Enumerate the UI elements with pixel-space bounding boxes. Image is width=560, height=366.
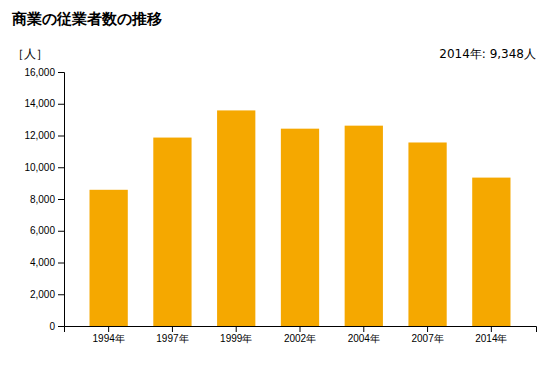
y-tick-mark <box>58 136 64 137</box>
chart-svg: 0 2,000 4,000 6,000 8,000 10,000 12,000 14,000 1… <box>0 0 560 366</box>
bar <box>90 190 128 326</box>
y-axis-line <box>58 73 65 327</box>
bar <box>217 110 255 326</box>
y-axis: 0 2,000 4,000 6,000 8,000 10,000 12,000 14,000 1… <box>24 67 64 332</box>
y-tick: 4,000 <box>30 257 64 268</box>
x-tick-mark <box>300 326 301 332</box>
y-tick: 14,000 <box>24 98 64 109</box>
bar <box>281 129 319 326</box>
y-tick-mark <box>58 72 64 73</box>
y-tick: 16,000 <box>24 67 64 78</box>
x-tick-mark <box>108 326 109 332</box>
title: 商業の従業者数の推移 <box>11 10 162 28</box>
y-tick: 6,000 <box>30 225 64 236</box>
bars <box>90 110 511 326</box>
y-tick-mark <box>58 199 64 200</box>
y-tick-mark <box>58 326 64 327</box>
x-tick: 1999年 <box>220 326 252 344</box>
x-tick: 2004年 <box>348 326 380 344</box>
x-tick-mark <box>236 326 237 332</box>
y-tick-label: 4,000 <box>30 257 55 268</box>
y-tick-label: 12,000 <box>24 130 55 141</box>
y-tick: 0 <box>49 321 64 332</box>
x-tick-label: 1999年 <box>220 333 252 344</box>
x-tick: 2002年 <box>284 326 316 344</box>
x-axis-line <box>65 327 537 333</box>
x-tick-label: 1997年 <box>156 333 188 344</box>
x-tick-label: 2007年 <box>411 333 443 344</box>
y-tick-mark <box>58 104 64 105</box>
y-tick-mark <box>58 167 64 168</box>
x-tick-mark <box>427 326 428 332</box>
x-tick-mark <box>363 326 364 332</box>
bar <box>408 142 446 326</box>
y-tick-label: 14,000 <box>24 98 55 109</box>
x-tick-label: 1994年 <box>93 333 125 344</box>
x-tick-mark <box>491 326 492 332</box>
y-tick-mark <box>58 294 64 295</box>
y-axis-label: ［人］ <box>12 47 48 61</box>
y-tick-label: 2,000 <box>30 289 55 300</box>
x-tick: 1994年 <box>93 326 125 344</box>
x-tick-label: 2002年 <box>284 333 316 344</box>
y-tick: 8,000 <box>30 194 64 205</box>
x-tick-label: 2004年 <box>348 333 380 344</box>
x-tick: 2007年 <box>411 326 443 344</box>
y-tick-mark <box>58 263 64 264</box>
bar <box>153 138 191 326</box>
y-tick-label: 16,000 <box>24 67 55 78</box>
x-tick: 1997年 <box>156 326 188 344</box>
chart-container: 0 2,000 4,000 6,000 8,000 10,000 12,000 14,000 1… <box>0 0 560 366</box>
bar <box>472 178 510 326</box>
x-axis: 1994年 1997年 1999年 2002年 2004年 2007年 2014年 <box>65 326 537 344</box>
y-tick: 2,000 <box>30 289 64 300</box>
x-tick-label: 2014年 <box>475 333 507 344</box>
x-tick: 2014年 <box>475 326 507 344</box>
y-tick-label: 10,000 <box>24 162 55 173</box>
y-tick-label: 8,000 <box>30 194 55 205</box>
y-tick: 12,000 <box>24 130 64 141</box>
plot-area: 0 2,000 4,000 6,000 8,000 10,000 12,000 14,000 1… <box>24 67 536 344</box>
y-tick: 10,000 <box>24 162 64 173</box>
y-tick-mark <box>58 231 64 232</box>
x-tick-mark <box>172 326 173 332</box>
bar <box>345 126 383 326</box>
annotation: 2014年: 9,348人 <box>439 47 536 61</box>
y-tick-label: 6,000 <box>30 225 55 236</box>
y-tick-label: 0 <box>49 321 55 332</box>
